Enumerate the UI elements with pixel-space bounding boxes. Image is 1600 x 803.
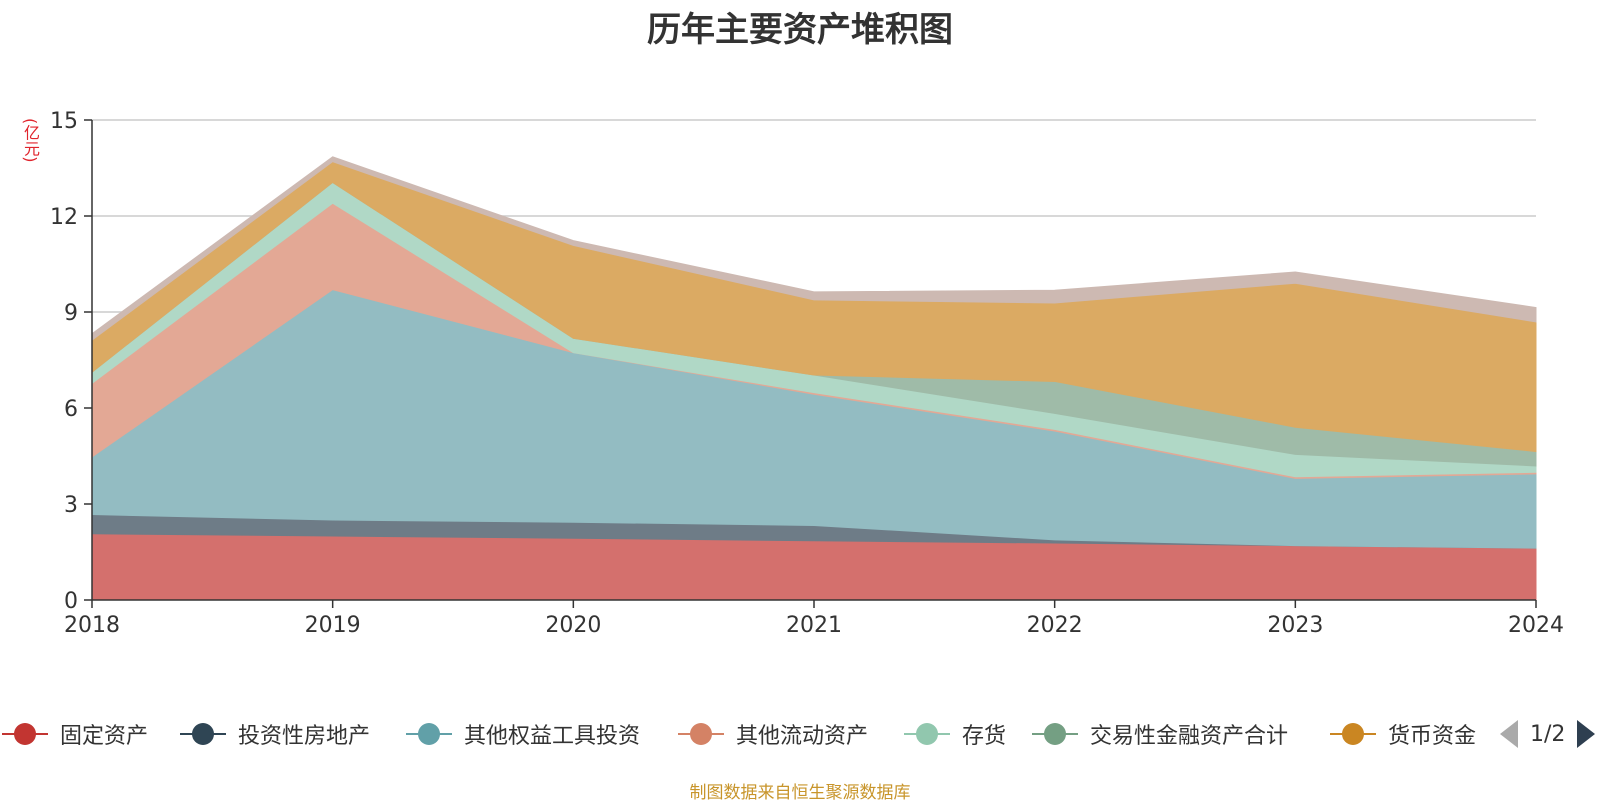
legend-swatch-icon — [404, 716, 454, 752]
legend-prev-page-icon[interactable] — [1500, 720, 1518, 748]
legend-swatch-icon — [178, 716, 228, 752]
x-axis-tick-label: 2022 — [1027, 613, 1083, 638]
y-axis-tick-label: 3 — [64, 493, 78, 518]
legend-label: 其他流动资产 — [736, 724, 869, 749]
x-axis-tick-label: 2019 — [305, 613, 361, 638]
legend-item[interactable]: 交易性金融资产合计 — [1030, 716, 1288, 752]
axes: 0 3 6 9 12 15 2018 2019 2020 2021 2022 2023 2024 — [50, 109, 1564, 638]
legend-item[interactable]: 其他流动资产 — [676, 716, 868, 752]
legend-label: 其他权益工具投资 — [464, 724, 641, 749]
y-axis-tick-label: 9 — [64, 301, 78, 326]
y-axis-unit-label: (亿元) — [21, 118, 40, 163]
legend-item[interactable]: 固定资产 — [0, 716, 148, 752]
legend-label: 存货 — [962, 724, 1007, 749]
legend-label: 交易性金融资产合计 — [1090, 724, 1289, 749]
x-axis-tick-label: 2021 — [786, 613, 842, 638]
legend-label: 固定资产 — [60, 724, 149, 749]
legend-label: 投资性房地产 — [238, 724, 371, 749]
x-axis-tick-label: 2024 — [1508, 613, 1564, 638]
y-axis-tick-label: 12 — [50, 205, 78, 230]
legend-page-indicator: 1/2 — [1530, 721, 1566, 747]
legend-pager: 1/2 — [1500, 716, 1596, 752]
x-axis-tick-label: 2023 — [1267, 613, 1323, 638]
legend-item[interactable]: 投资性房地产 — [178, 716, 370, 752]
y-axis-tick-label: 0 — [64, 589, 78, 614]
legend-swatch-icon — [1030, 716, 1080, 752]
legend-swatch-icon — [676, 716, 726, 752]
y-axis-tick-label: 6 — [64, 397, 78, 422]
legend-label: 货币资金 — [1388, 724, 1477, 749]
x-axis-tick-label: 2018 — [64, 613, 120, 638]
legend-swatch-icon — [0, 716, 50, 752]
area-series-7 — [91, 156, 1537, 342]
area-series — [91, 156, 1537, 601]
legend-swatch-icon — [902, 716, 952, 752]
y-axis-tick-label: 15 — [50, 109, 78, 134]
data-source-note: 制图数据来自恒生聚源数据库 — [689, 783, 911, 803]
legend-next-page-icon[interactable] — [1577, 720, 1596, 748]
legend: 固定资产 投资性房地产 其他权益工具投资 其他流动资产 存货 交易性金融资产合计 货币资金 — [0, 716, 1600, 752]
chart-title: 历年主要资产堆积图 — [647, 10, 953, 50]
legend-swatch-icon — [1328, 716, 1378, 752]
legend-item[interactable]: 其他权益工具投资 — [404, 716, 640, 752]
legend-item[interactable]: 货币资金 — [1328, 716, 1476, 752]
legend-item[interactable]: 存货 — [902, 716, 1006, 752]
x-axis-tick-label: 2020 — [545, 613, 601, 638]
